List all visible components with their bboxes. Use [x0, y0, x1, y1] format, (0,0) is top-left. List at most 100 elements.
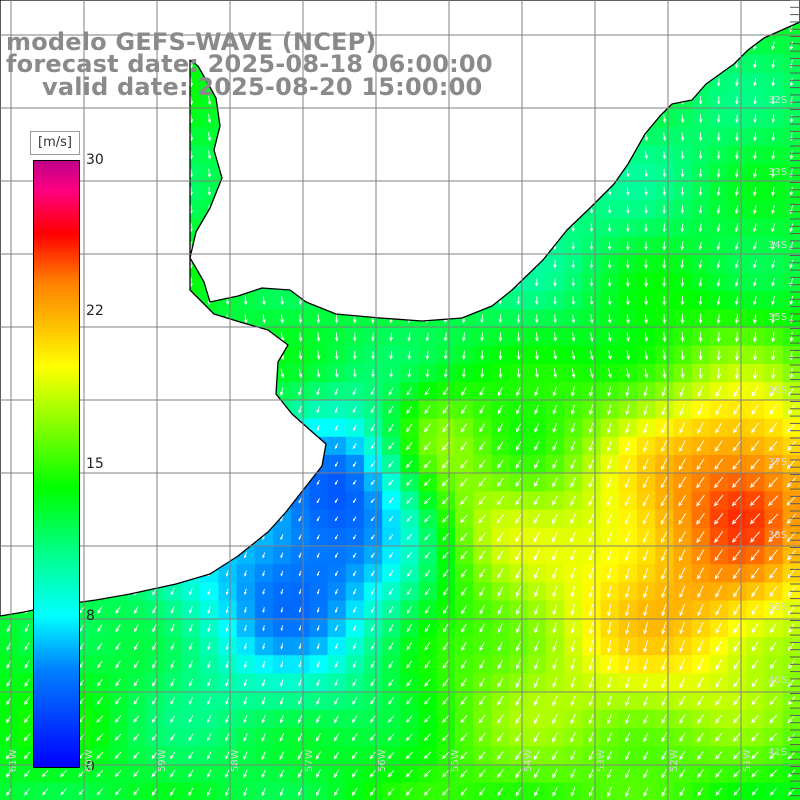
- wind-speed-cell: [291, 509, 310, 529]
- wind-speed-cell: [309, 728, 329, 747]
- wind-speed-cell: [764, 36, 784, 56]
- wind-arrow: [407, 350, 411, 360]
- wind-arrow: [678, 458, 686, 471]
- wind-speed-cell: [691, 418, 711, 438]
- wind-arrow: [714, 440, 723, 452]
- wind-speed-cell: [728, 491, 747, 511]
- wind-arrow: [261, 733, 266, 742]
- wind-arrow: [606, 695, 612, 707]
- wind-speed-cell: [764, 673, 784, 693]
- wind-arrow: [443, 350, 448, 360]
- wind-speed-cell: [163, 582, 183, 602]
- wind-speed-cell: [728, 418, 747, 438]
- wind-speed-cell: [764, 436, 784, 456]
- wind-speed-cell: [564, 673, 583, 693]
- wind-arrow: [787, 788, 795, 796]
- wind-arrow: [151, 769, 158, 778]
- wind-arrow: [170, 660, 175, 669]
- wind-arrow: [749, 513, 761, 525]
- wind-speed-cell: [418, 637, 438, 656]
- wind-speed-cell: [527, 600, 547, 620]
- wind-arrow: [570, 531, 576, 543]
- wind-arrow: [24, 642, 30, 651]
- wind-arrow: [643, 621, 649, 635]
- wind-speed-cell: [400, 418, 420, 438]
- wind-arrow: [588, 622, 594, 635]
- wind-arrow: [461, 605, 467, 615]
- wind-speed-cell: [564, 546, 583, 565]
- wind-arrow: [734, 277, 739, 288]
- wind-speed-cell: [400, 400, 420, 420]
- wind-arrow: [588, 695, 594, 707]
- wind-arrow: [225, 715, 230, 724]
- wind-arrow: [679, 732, 686, 743]
- wind-arrow: [680, 241, 685, 251]
- wind-speed-cell: [455, 691, 474, 711]
- wind-speed-cell: [546, 473, 565, 492]
- wind-arrow: [698, 349, 703, 361]
- wind-speed-cell: [691, 254, 711, 274]
- wind-arrow: [515, 787, 522, 797]
- wind-arrow: [607, 786, 612, 798]
- wind-speed-cell: [127, 691, 147, 711]
- wind-speed-cell: [309, 655, 329, 674]
- wind-arrow: [607, 314, 612, 324]
- wind-arrow: [480, 368, 485, 379]
- wind-speed-cell: [582, 709, 602, 729]
- wind-speed-cell: [764, 709, 784, 729]
- wind-speed-cell: [364, 546, 383, 565]
- wind-arrow: [625, 404, 630, 416]
- wind-speed-cell: [436, 709, 456, 729]
- wind-arrow: [442, 623, 449, 633]
- wind-arrow: [771, 150, 776, 160]
- wind-arrow: [751, 586, 759, 598]
- wind-speed-cell: [418, 728, 438, 747]
- wind-arrow: [496, 532, 504, 543]
- wind-arrow: [626, 241, 630, 251]
- wind-arrow: [570, 713, 576, 725]
- wind-arrow: [731, 495, 742, 507]
- wind-speed-cell: [582, 746, 602, 765]
- wind-speed-cell: [618, 582, 638, 602]
- wind-arrow: [768, 440, 778, 452]
- wind-speed-cell: [145, 600, 165, 620]
- wind-speed-cell: [127, 637, 147, 656]
- wind-arrow: [679, 787, 686, 797]
- wind-arrow: [442, 551, 449, 560]
- wind-speed-cell: [709, 546, 729, 565]
- wind-speed-cell: [709, 564, 729, 583]
- wind-speed-cell: [382, 527, 401, 547]
- wind-speed-cell: [527, 546, 547, 565]
- wind-speed-cell: [436, 455, 456, 474]
- wind-arrow: [460, 514, 468, 524]
- wind-arrow: [388, 624, 394, 632]
- wind-arrow: [680, 168, 685, 178]
- wind-arrow: [280, 368, 285, 379]
- wind-arrow: [298, 570, 302, 577]
- wind-arrow: [460, 659, 467, 670]
- wind-arrow: [188, 733, 194, 742]
- wind-arrow: [207, 168, 212, 178]
- wind-arrow: [279, 787, 284, 797]
- wind-speed-cell: [436, 418, 456, 438]
- wind-speed-cell: [728, 509, 747, 529]
- wind-speed-cell: [546, 436, 565, 456]
- wind-arrow: [497, 787, 504, 797]
- wind-speed-cell: [455, 400, 474, 420]
- wind-arrow: [479, 659, 485, 670]
- wind-speed-cell: [728, 564, 747, 583]
- wind-arrow: [533, 477, 540, 488]
- wind-arrow: [478, 696, 486, 706]
- wind-speed-cell: [182, 709, 201, 729]
- wind-speed-cell: [455, 673, 474, 693]
- wind-speed-cell: [382, 728, 401, 747]
- wind-arrow: [753, 96, 757, 105]
- wind-speed-cell: [527, 728, 547, 747]
- wind-arrow: [170, 733, 176, 742]
- wind-arrow: [478, 459, 486, 469]
- wind-speed-cell: [345, 637, 365, 656]
- wind-speed-cell: [455, 455, 474, 474]
- wind-arrow: [316, 661, 320, 669]
- wind-arrow: [406, 405, 413, 414]
